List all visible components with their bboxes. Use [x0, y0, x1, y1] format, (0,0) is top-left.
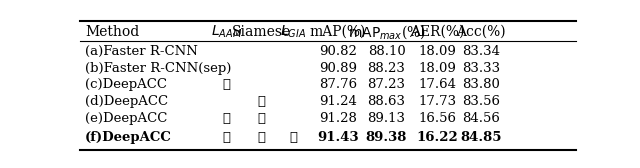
Text: ✓: ✓: [222, 112, 230, 125]
Text: $L_{GIA}$: $L_{GIA}$: [280, 24, 307, 40]
Text: mAP(%): mAP(%): [310, 25, 366, 39]
Text: (b)Faster R-CNN(sep): (b)Faster R-CNN(sep): [85, 61, 231, 75]
Text: 17.64: 17.64: [418, 78, 456, 91]
Text: 83.34: 83.34: [462, 45, 500, 58]
Text: 90.89: 90.89: [319, 61, 357, 75]
Text: 87.76: 87.76: [319, 78, 357, 91]
Text: (e)DeepACC: (e)DeepACC: [85, 112, 167, 125]
Text: ✓: ✓: [257, 131, 265, 144]
Text: 16.22: 16.22: [416, 131, 458, 144]
Text: 87.23: 87.23: [367, 78, 406, 91]
Text: ✓: ✓: [257, 112, 265, 125]
Text: 18.09: 18.09: [418, 61, 456, 75]
Text: ✓: ✓: [222, 131, 230, 144]
Text: 18.09: 18.09: [418, 45, 456, 58]
Text: (c)DeepACC: (c)DeepACC: [85, 78, 167, 91]
Text: ✓: ✓: [289, 131, 297, 144]
Text: 83.33: 83.33: [461, 61, 500, 75]
Text: 90.82: 90.82: [319, 45, 357, 58]
Text: ✓: ✓: [222, 78, 230, 91]
Text: 91.28: 91.28: [319, 112, 357, 125]
Text: 88.10: 88.10: [367, 45, 405, 58]
Text: 91.43: 91.43: [317, 131, 359, 144]
Text: $\mathrm{mAP}_{max}$(%): $\mathrm{mAP}_{max}$(%): [348, 23, 426, 41]
Text: 89.13: 89.13: [367, 112, 406, 125]
Text: (a)Faster R-CNN: (a)Faster R-CNN: [85, 45, 198, 58]
Text: Acc(%): Acc(%): [456, 25, 506, 39]
Text: 84.85: 84.85: [460, 131, 502, 144]
Text: 83.56: 83.56: [462, 95, 500, 108]
Text: 16.56: 16.56: [418, 112, 456, 125]
Text: 91.24: 91.24: [319, 95, 357, 108]
Text: 84.56: 84.56: [462, 112, 500, 125]
Text: ✓: ✓: [257, 95, 265, 108]
Text: 89.38: 89.38: [366, 131, 407, 144]
Text: 17.73: 17.73: [418, 95, 456, 108]
Text: AER(%): AER(%): [410, 25, 464, 39]
Text: 88.63: 88.63: [367, 95, 406, 108]
Text: (f)DeepACC: (f)DeepACC: [85, 131, 172, 144]
Text: 83.80: 83.80: [462, 78, 500, 91]
Text: $L_{AAM}$: $L_{AAM}$: [211, 24, 242, 40]
Text: (d)DeepACC: (d)DeepACC: [85, 95, 168, 108]
Text: 88.23: 88.23: [367, 61, 406, 75]
Text: Siamese: Siamese: [232, 25, 291, 39]
Text: Method: Method: [85, 25, 140, 39]
